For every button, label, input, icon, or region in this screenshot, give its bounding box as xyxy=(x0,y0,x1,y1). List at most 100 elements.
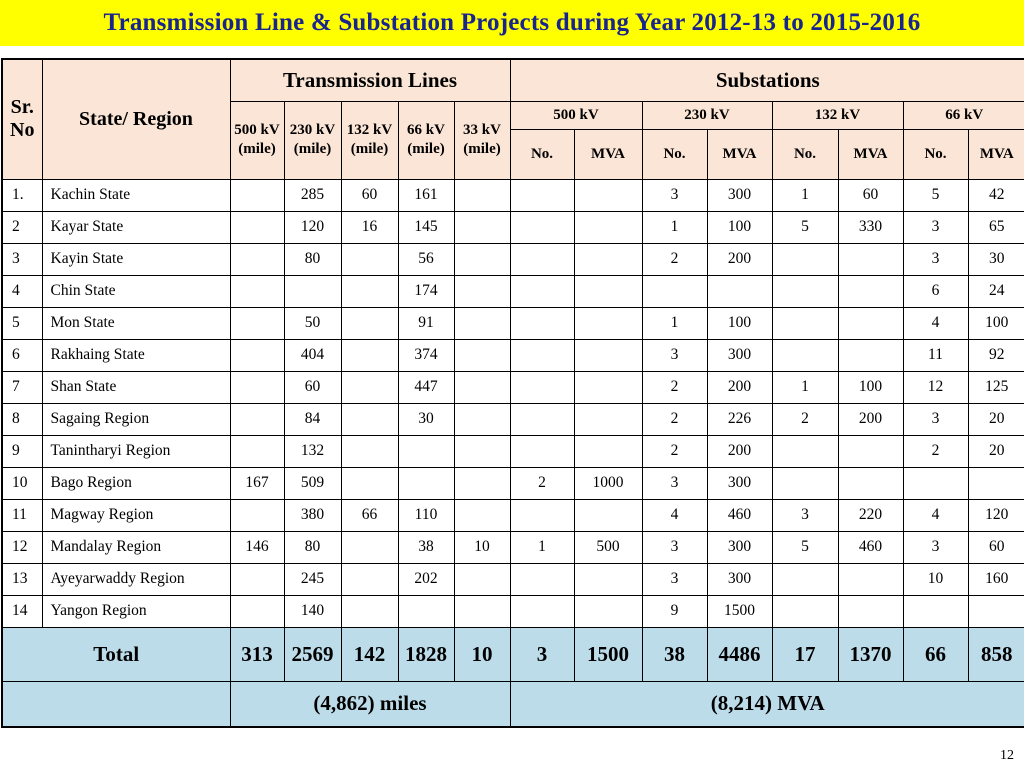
total-value-cell: 38 xyxy=(641,626,708,682)
row-value-cell xyxy=(771,274,839,308)
row-value-cell: 66 xyxy=(340,498,399,532)
row-value-cell: 300 xyxy=(706,178,773,212)
row-value-cell: 3 xyxy=(771,498,839,532)
row-value-cell: 38 xyxy=(397,530,455,564)
row-state-name: Magway Region xyxy=(41,498,231,532)
col-header-tl-66kv: 66 kV (mile) xyxy=(397,100,455,180)
row-value-cell: 330 xyxy=(837,210,904,244)
row-sr-no: 6 xyxy=(1,338,43,372)
row-state-name: Bago Region xyxy=(41,466,231,500)
row-value-cell: 226 xyxy=(706,402,773,436)
table-row: 14 Yangon Region 140 9 1500 xyxy=(1,594,1024,628)
row-value-cell xyxy=(229,594,285,628)
row-value-cell: 3 xyxy=(902,530,969,564)
row-value-cell xyxy=(641,274,708,308)
total-value-cell: 2569 xyxy=(283,626,342,682)
row-value-cell: 1 xyxy=(771,370,839,404)
row-value-cell xyxy=(229,178,285,212)
row-value-cell: 509 xyxy=(283,466,342,500)
slide-title-bar: Transmission Line & Substation Projects … xyxy=(0,0,1024,46)
row-value-cell xyxy=(967,594,1024,628)
row-value-cell: 1000 xyxy=(573,466,643,500)
row-value-cell xyxy=(837,434,904,468)
row-value-cell xyxy=(229,498,285,532)
row-value-cell: 4 xyxy=(902,306,969,340)
row-sr-no: 12 xyxy=(1,530,43,564)
row-value-cell: 100 xyxy=(706,210,773,244)
row-state-name: Tanintharyi Region xyxy=(41,434,231,468)
row-state-name: Mandalay Region xyxy=(41,530,231,564)
col-header-sr-no: Sr. No xyxy=(1,58,43,180)
row-value-cell: 20 xyxy=(967,434,1024,468)
row-value-cell xyxy=(397,594,455,628)
row-value-cell xyxy=(453,402,511,436)
row-value-cell xyxy=(453,562,511,596)
page-title: Transmission Line & Substation Projects … xyxy=(103,9,921,36)
row-value-cell xyxy=(509,210,575,244)
table-header: Sr. No State/ Region Transmission Lines … xyxy=(1,58,1024,180)
row-value-cell xyxy=(509,434,575,468)
total-value-cell: 3 xyxy=(509,626,575,682)
summary-row: (4,862) miles (8,214) MVA xyxy=(1,680,1024,728)
total-value-cell: 10 xyxy=(453,626,511,682)
row-value-cell xyxy=(509,594,575,628)
row-value-cell xyxy=(229,370,285,404)
row-value-cell: 447 xyxy=(397,370,455,404)
row-value-cell xyxy=(453,498,511,532)
row-value-cell xyxy=(573,210,643,244)
row-value-cell xyxy=(397,466,455,500)
table-row: 12 Mandalay Region 146 80 38 10 1 500 3 300 5 460 3 6… xyxy=(1,530,1024,564)
table-row: 1. Kachin State 285 60 161 3 300 1 60 5 42 xyxy=(1,178,1024,212)
col-header-tl-500kv: 500 kV (mile) xyxy=(229,100,285,180)
summary-empty-cell xyxy=(1,680,231,728)
row-value-cell xyxy=(509,306,575,340)
row-state-name: Chin State xyxy=(41,274,231,308)
row-value-cell: 2 xyxy=(641,434,708,468)
row-value-cell: 1500 xyxy=(706,594,773,628)
row-value-cell: 374 xyxy=(397,338,455,372)
row-value-cell: 3 xyxy=(641,178,708,212)
total-row: Total 313 2569 142 1828 10 3 1500 38 448… xyxy=(1,626,1024,682)
row-value-cell: 167 xyxy=(229,466,285,500)
row-value-cell: 30 xyxy=(967,242,1024,276)
table-row: 5 Mon State 50 91 1 100 4 100 xyxy=(1,306,1024,340)
row-value-cell: 404 xyxy=(283,338,342,372)
row-value-cell: 5 xyxy=(771,210,839,244)
row-value-cell: 2 xyxy=(641,402,708,436)
row-value-cell xyxy=(283,274,342,308)
row-value-cell: 60 xyxy=(283,370,342,404)
row-value-cell xyxy=(837,466,904,500)
row-state-name: Kayin State xyxy=(41,242,231,276)
row-value-cell xyxy=(453,178,511,212)
row-sr-no: 14 xyxy=(1,594,43,628)
row-state-name: Mon State xyxy=(41,306,231,340)
row-value-cell xyxy=(771,306,839,340)
table-row: 2 Kayar State 120 16 145 1 100 5 330 3 65 xyxy=(1,210,1024,244)
row-value-cell: 202 xyxy=(397,562,455,596)
row-value-cell: 145 xyxy=(397,210,455,244)
row-sr-no: 11 xyxy=(1,498,43,532)
row-value-cell xyxy=(573,498,643,532)
row-state-name: Rakhaing State xyxy=(41,338,231,372)
row-value-cell: 6 xyxy=(902,274,969,308)
row-value-cell: 160 xyxy=(967,562,1024,596)
total-value-cell: 4486 xyxy=(706,626,773,682)
row-state-name: Ayeyarwaddy Region xyxy=(41,562,231,596)
row-value-cell xyxy=(573,594,643,628)
row-value-cell xyxy=(509,402,575,436)
row-sr-no: 2 xyxy=(1,210,43,244)
row-sr-no: 8 xyxy=(1,402,43,436)
row-value-cell xyxy=(340,242,399,276)
col-header-132kv-no: No. xyxy=(771,128,839,180)
row-value-cell xyxy=(453,434,511,468)
row-value-cell: 60 xyxy=(837,178,904,212)
row-value-cell xyxy=(837,274,904,308)
row-value-cell: 100 xyxy=(706,306,773,340)
summary-total-miles: (4,862) miles xyxy=(229,680,511,728)
row-value-cell: 4 xyxy=(902,498,969,532)
row-value-cell: 12 xyxy=(902,370,969,404)
row-value-cell xyxy=(573,242,643,276)
col-header-500kv-no: No. xyxy=(509,128,575,180)
row-value-cell xyxy=(453,274,511,308)
row-sr-no: 9 xyxy=(1,434,43,468)
